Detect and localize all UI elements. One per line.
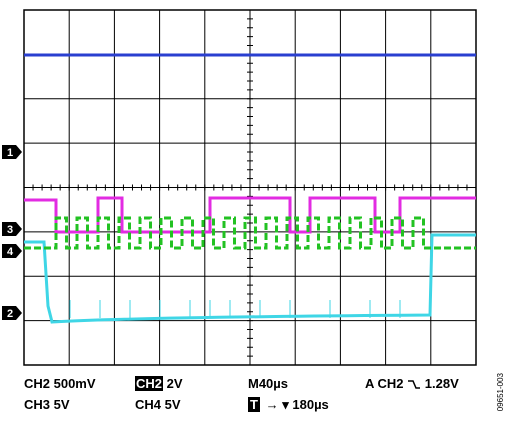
ch3-scale-readout: CH3 5V xyxy=(24,397,70,412)
falling-edge-icon xyxy=(407,376,425,391)
ch3-marker-label: 3 xyxy=(7,224,13,236)
ch3-marker: 3 xyxy=(2,222,22,236)
trigger-t-icon: T xyxy=(248,397,260,412)
ch2-scale-readout: CH2 500mV xyxy=(24,376,96,391)
ch2-secondary-value: 2V xyxy=(166,376,183,391)
trigger-source: A CH2 xyxy=(365,376,404,391)
channel-markers: 1 3 4 2 xyxy=(2,145,22,320)
ch4-marker-label: 4 xyxy=(7,246,14,258)
ch3-marker-shape xyxy=(2,222,22,236)
ch4-trace xyxy=(24,216,476,250)
ch1-marker: 1 xyxy=(2,145,22,159)
figure-id: 09651-003 xyxy=(496,372,505,411)
graticule-grid xyxy=(23,9,477,366)
ch1-marker-label: 1 xyxy=(7,147,13,159)
ch4-marker: 4 xyxy=(2,244,22,258)
ch4-marker-shape xyxy=(2,244,22,258)
ch4-scale-readout: CH4 5V xyxy=(135,397,181,412)
ch3-trace xyxy=(24,196,476,234)
ch2-marker-shape xyxy=(2,306,22,320)
waveform-traces xyxy=(24,53,476,324)
trigger-delay-readout: T → ▾ 180µs xyxy=(248,397,329,412)
trigger-readout: A CH2 1.28V xyxy=(365,376,459,391)
ch1-marker-shape xyxy=(2,145,22,159)
ch2-marker-label: 2 xyxy=(7,308,13,320)
trigger-delay-value: → ▾ 180µs xyxy=(265,397,329,412)
ch2-highlight-badge: CH2 xyxy=(135,376,164,391)
trigger-level: 1.28V xyxy=(424,376,459,391)
timebase-readout: M40µs xyxy=(248,376,289,391)
ch2-secondary-readout: CH2 2V xyxy=(135,376,183,391)
ch2-marker: 2 xyxy=(2,306,22,320)
